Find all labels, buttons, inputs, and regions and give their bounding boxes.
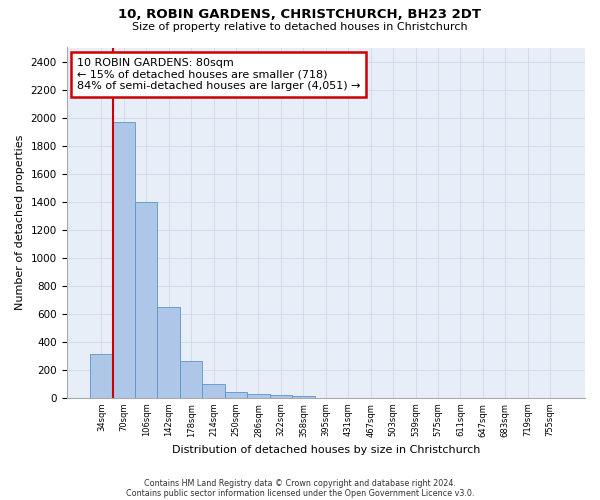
X-axis label: Distribution of detached houses by size in Christchurch: Distribution of detached houses by size … [172, 445, 480, 455]
Text: 10 ROBIN GARDENS: 80sqm
← 15% of detached houses are smaller (718)
84% of semi-d: 10 ROBIN GARDENS: 80sqm ← 15% of detache… [77, 58, 361, 91]
Bar [157, 306, 180, 398]
Text: 10, ROBIN GARDENS, CHRISTCHURCH, BH23 2DT: 10, ROBIN GARDENS, CHRISTCHURCH, BH23 2D… [119, 8, 482, 20]
Text: Contains public sector information licensed under the Open Government Licence v3: Contains public sector information licen… [126, 488, 474, 498]
Text: Size of property relative to detached houses in Christchurch: Size of property relative to detached ho… [132, 22, 468, 32]
Bar [202, 384, 225, 398]
Bar [90, 354, 113, 398]
Bar [225, 392, 247, 398]
Bar [292, 396, 314, 398]
Bar [135, 202, 157, 398]
Bar [113, 122, 135, 398]
Y-axis label: Number of detached properties: Number of detached properties [15, 135, 25, 310]
Bar [247, 394, 269, 398]
Bar [180, 360, 202, 398]
Text: Contains HM Land Registry data © Crown copyright and database right 2024.: Contains HM Land Registry data © Crown c… [144, 478, 456, 488]
Bar [269, 395, 292, 398]
